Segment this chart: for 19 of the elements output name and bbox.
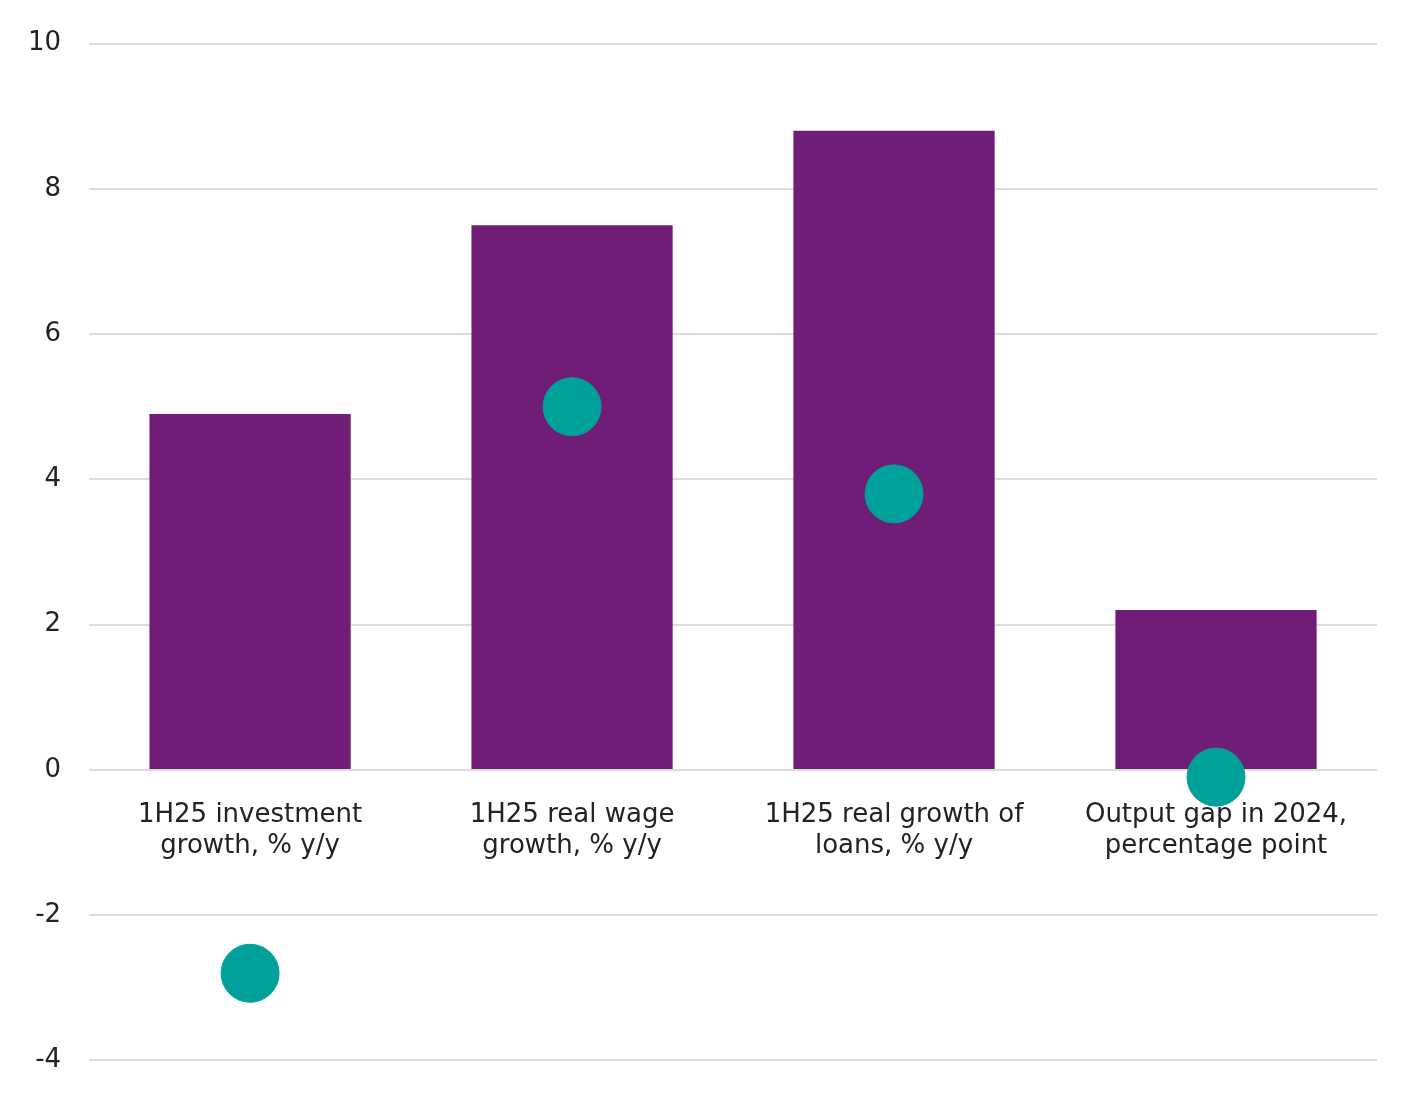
y-tick-label: -2 [35, 897, 62, 928]
bar [471, 225, 673, 769]
y-tick-label: 0 [44, 752, 62, 783]
point [220, 943, 280, 1003]
x-tick-label: 1H25 real wage growth, % y/y [469, 798, 675, 860]
point [864, 464, 924, 524]
y-tick-label: 6 [44, 316, 62, 347]
bar [1115, 610, 1317, 769]
x-tick-label: Output gap in 2024, percentage point [1084, 798, 1348, 860]
x-tick-label: 1H25 investment growth, % y/y [137, 798, 363, 860]
y-tick-label: 2 [44, 607, 62, 638]
y-tick-label: 4 [44, 462, 62, 493]
bar [149, 414, 351, 769]
bar [793, 130, 995, 769]
y-tick-label: 10 [27, 26, 62, 57]
y-tick-label: -4 [35, 1043, 62, 1074]
y-tick-label: 8 [44, 171, 62, 202]
point [542, 377, 602, 437]
x-tick-label: 1H25 real growth of loans, % y/y [764, 798, 1025, 860]
